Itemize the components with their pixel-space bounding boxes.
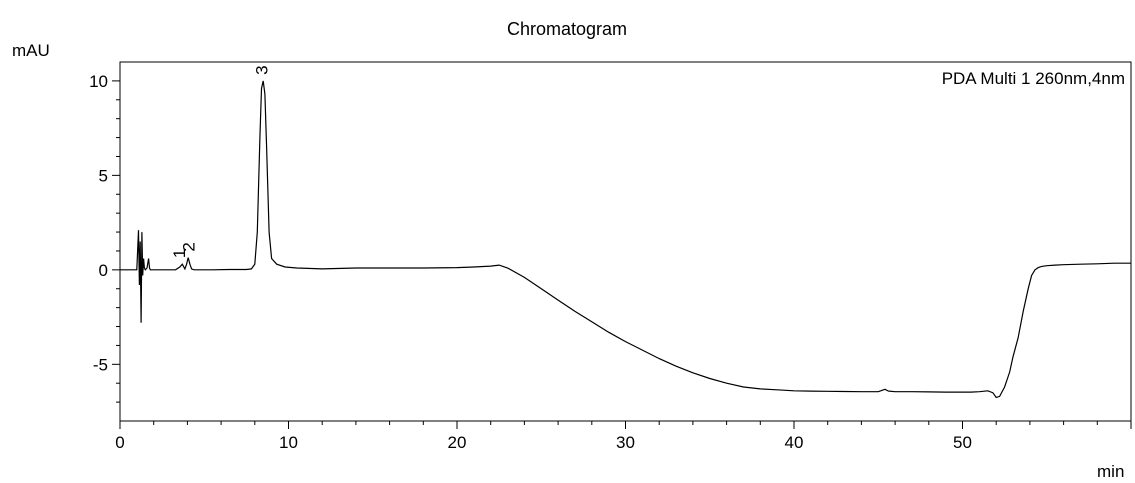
x-tick-label: 10 [279,433,298,452]
plot-frame [119,61,1132,422]
chromatogram-trace [120,80,1131,399]
y-axis-label: mAU [12,41,50,60]
y-tick-label: 0 [99,261,108,280]
y-tick-label: 10 [89,72,108,91]
y-tick-label: -5 [93,355,108,374]
y-tick-label: 5 [99,166,108,185]
peak-label: 3 [253,65,272,74]
peak-label: 1 [170,249,189,258]
x-axis-label: min [1097,462,1124,481]
legend-label: PDA Multi 1 260nm,4nm [942,69,1125,88]
peak-labels: 12 3 [170,65,272,258]
chart-title: Chromatogram [507,19,627,39]
peak-label: 2 [179,242,198,251]
x-tick-label: 30 [616,433,635,452]
x-axis-ticks: 0 10 20 30 40 50 [115,421,1132,452]
x-tick-label: 40 [785,433,804,452]
y-axis-ticks: -5 0 5 10 [89,72,120,403]
x-tick-label: 0 [115,433,124,452]
x-tick-label: 50 [953,433,972,452]
x-tick-label: 20 [448,433,467,452]
